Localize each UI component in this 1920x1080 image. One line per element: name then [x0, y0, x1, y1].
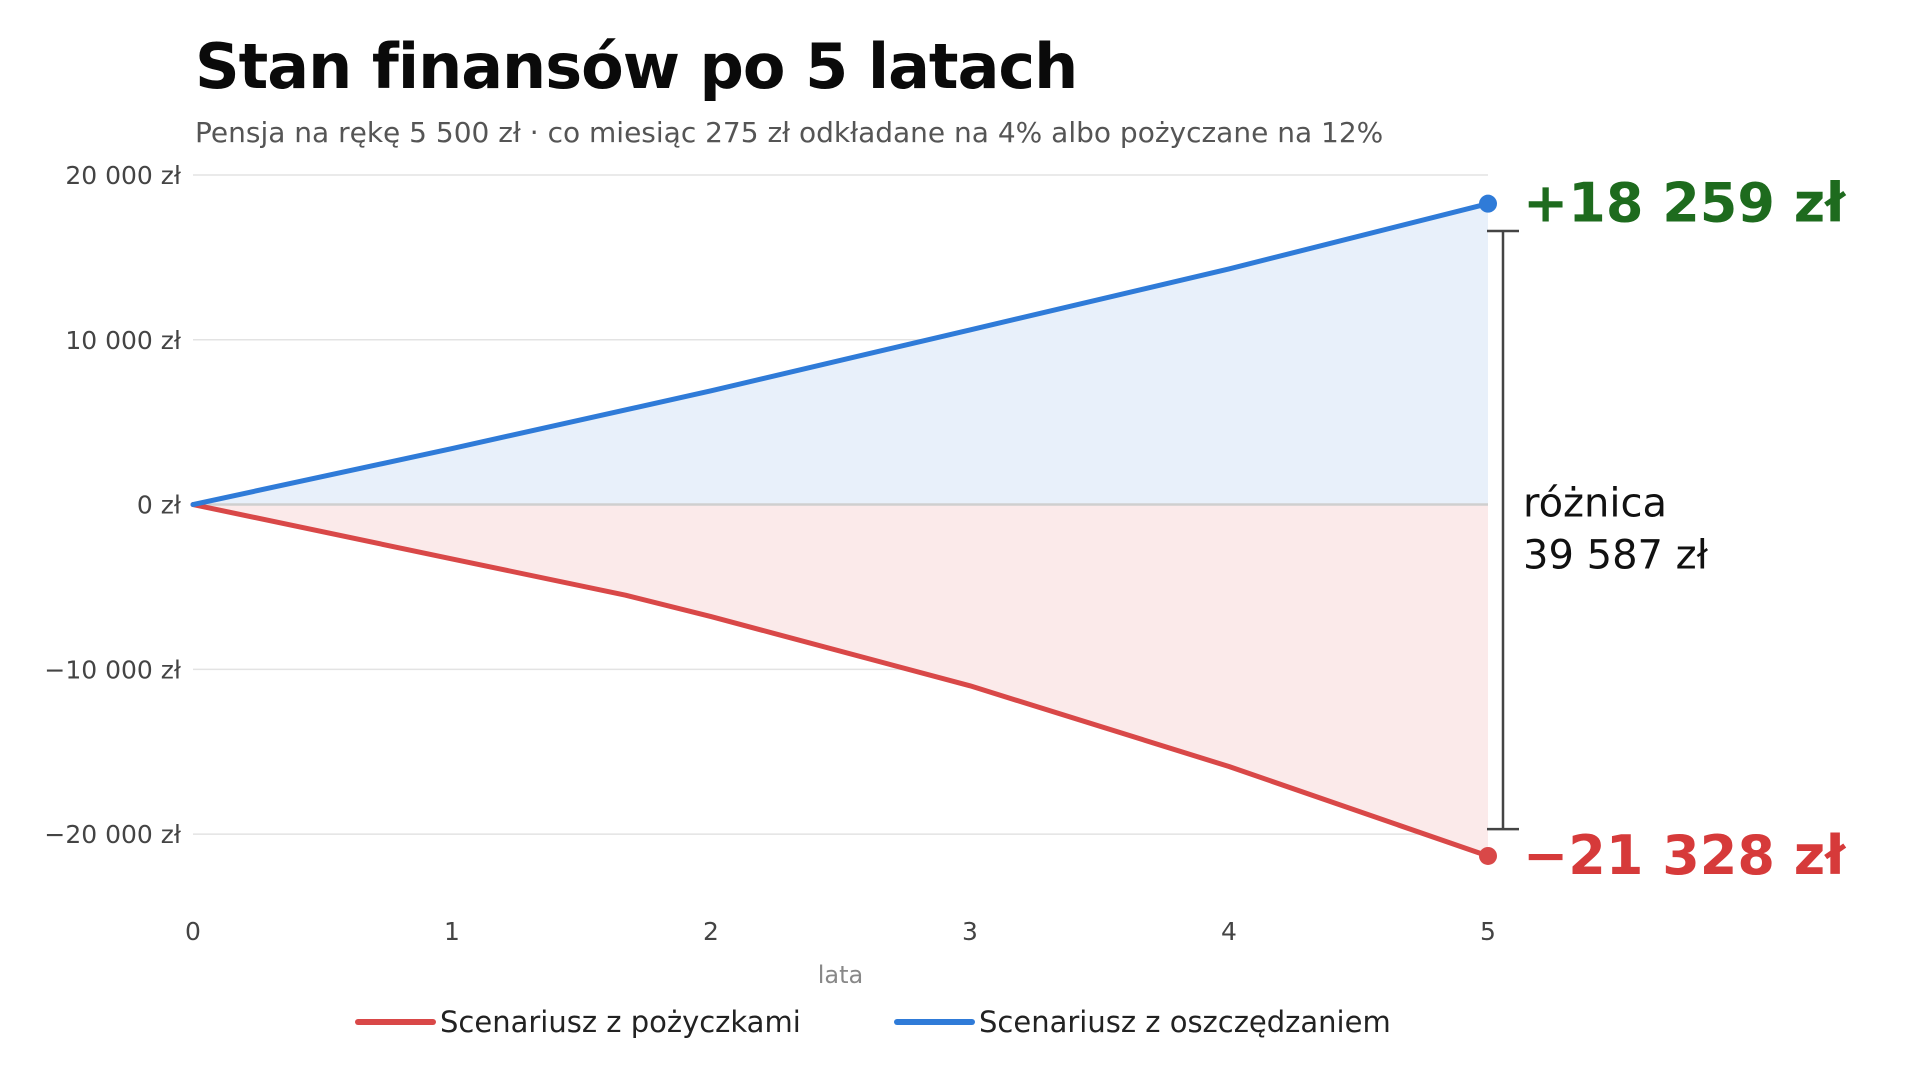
- chart-title: Stan finansów po 5 latach: [195, 30, 1078, 103]
- difference-label-title: różnica: [1523, 481, 1667, 527]
- x-tick-label: 3: [962, 917, 978, 946]
- series-lines: [190, 194, 1497, 865]
- y-tick-label: 0 zł: [137, 491, 182, 520]
- x-axis-ticks: 0 1 2 3 4 5: [185, 917, 1496, 946]
- x-tick-label: 0: [185, 917, 201, 946]
- end-value-annotations: +18 259 zł −21 328 zł różnica 39 587 zł: [1523, 172, 1847, 887]
- difference-bracket: [1487, 229, 1519, 831]
- x-tick-label: 1: [444, 917, 460, 946]
- x-axis-label: lata: [818, 961, 864, 989]
- x-tick-label: 4: [1221, 917, 1237, 946]
- legend: Scenariusz z pożyczkami Scenariusz z oszc…: [355, 1005, 1391, 1039]
- chart-subtitle: Pensja na rękę 5 500 zł · co miesiąc 275…: [195, 116, 1384, 149]
- legend-label-1: Scenariusz z oszczędzaniem: [979, 1005, 1391, 1039]
- y-tick-label: 10 000 zł: [65, 326, 182, 355]
- series-areas: [193, 203, 1488, 856]
- y-tick-label: 20 000 zł: [65, 161, 182, 190]
- series-line-0: [190, 502, 1491, 859]
- series-endpoint-0: [1479, 846, 1497, 865]
- positive-end-value-label: +18 259 zł: [1523, 172, 1847, 235]
- difference-label-value: 39 587 zł: [1523, 533, 1709, 579]
- y-tick-label: −20 000 zł: [44, 820, 181, 849]
- y-axis-ticks: 20 000 zł 10 000 zł 0 zł −10 000 zł −20 000 …: [44, 161, 181, 849]
- y-tick-label: −10 000 zł: [44, 655, 181, 684]
- legend-label-0: Scenariusz z pożyczkami: [440, 1005, 801, 1039]
- series-line-1: [190, 201, 1491, 508]
- series-area-1: [193, 203, 1488, 505]
- x-tick-label: 5: [1480, 917, 1496, 946]
- series-area-0: [193, 504, 1488, 856]
- negative-end-value-label: −21 328 zł: [1523, 824, 1847, 887]
- x-tick-label: 2: [703, 917, 719, 946]
- series-endpoint-1: [1479, 194, 1497, 213]
